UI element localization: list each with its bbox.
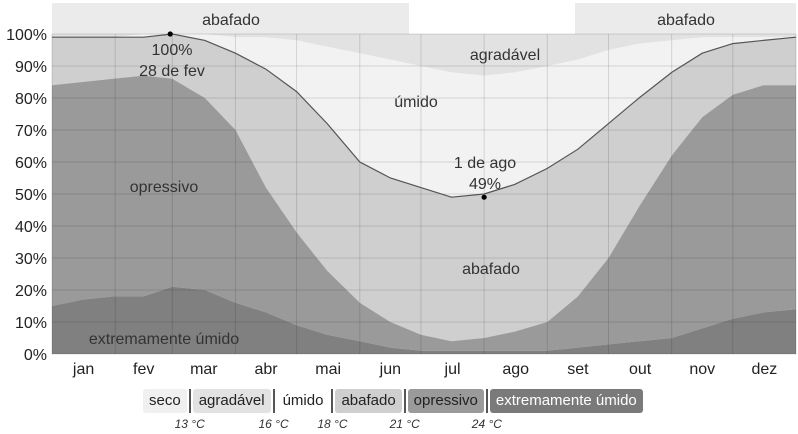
band-label-abafado-right: abafado (657, 12, 715, 29)
legend-item: extremamente úmido (489, 389, 643, 413)
region-label-agradavel: agradável (470, 47, 540, 64)
legend-separator (188, 389, 191, 413)
region-label-abafado: abafado (462, 261, 520, 278)
legend-item: opressivo (407, 389, 484, 413)
y-tick-label: 10% (15, 315, 47, 332)
y-tick-label: 0% (24, 347, 47, 364)
legend-temperature: 24 °C (471, 417, 502, 431)
area-extremamente-umido (52, 286, 796, 354)
region-label-opressivo: opressivo (130, 179, 199, 196)
legend-separator (403, 389, 406, 413)
max-date-label: 28 de fev (139, 63, 205, 80)
area-umido (52, 34, 796, 198)
max-point (167, 31, 173, 37)
y-tick-label: 40% (15, 219, 47, 236)
legend-item: úmido (276, 389, 330, 413)
y-tick-label: 20% (15, 283, 47, 300)
top-band-right (575, 3, 796, 34)
x-tick-label: nov (689, 361, 715, 378)
band-label-abafado-left: abafado (202, 12, 260, 29)
x-tick-label: fev (133, 361, 154, 378)
min-date-label: 1 de ago (454, 155, 516, 172)
y-tick-label: 50% (15, 187, 47, 204)
legend-temperature: 16 °C (258, 417, 289, 431)
legend-separator (272, 389, 275, 413)
y-tick-label: 100% (6, 27, 47, 44)
legend-separator (485, 389, 488, 413)
max-value-label: 100% (152, 42, 193, 59)
legend-temperature: 18 °C (317, 417, 348, 431)
x-tick-label: ago (502, 361, 529, 378)
area-opressivo (52, 75, 796, 351)
x-tick-label: dez (752, 361, 778, 378)
y-tick-label: 70% (15, 123, 47, 140)
legend-item: agradável (192, 389, 271, 413)
x-tick-label: mai (315, 361, 341, 378)
region-label-extremamente-umido: extremamente úmido (89, 331, 239, 348)
legend-temperature: 21 °C (389, 417, 420, 431)
min-point (481, 194, 487, 200)
legend-temperature: 13 °C (174, 417, 205, 431)
area-agradavel (52, 34, 796, 76)
x-tick-label: jul (444, 361, 461, 378)
legend: seco agradável úmido abafado opressivo extrem… (143, 389, 643, 413)
legend-item: abafado (335, 389, 402, 413)
x-tick-label: set (567, 361, 589, 378)
y-tick-label: 90% (15, 59, 47, 76)
y-tick-label: 30% (15, 251, 47, 268)
x-tick-label: jun (379, 361, 401, 378)
x-tick-label: mar (190, 361, 218, 378)
y-tick-label: 80% (15, 91, 47, 108)
top-band-left (52, 3, 409, 34)
x-tick-label: out (629, 361, 652, 378)
legend-separator (331, 389, 334, 413)
min-value-label: 49% (469, 176, 501, 193)
x-tick-label: jan (72, 361, 94, 378)
region-label-umido: úmido (394, 94, 438, 111)
x-tick-label: abr (254, 361, 278, 378)
y-tick-label: 60% (15, 155, 47, 172)
legend-item: seco (143, 389, 187, 413)
area-abafado (52, 34, 796, 342)
